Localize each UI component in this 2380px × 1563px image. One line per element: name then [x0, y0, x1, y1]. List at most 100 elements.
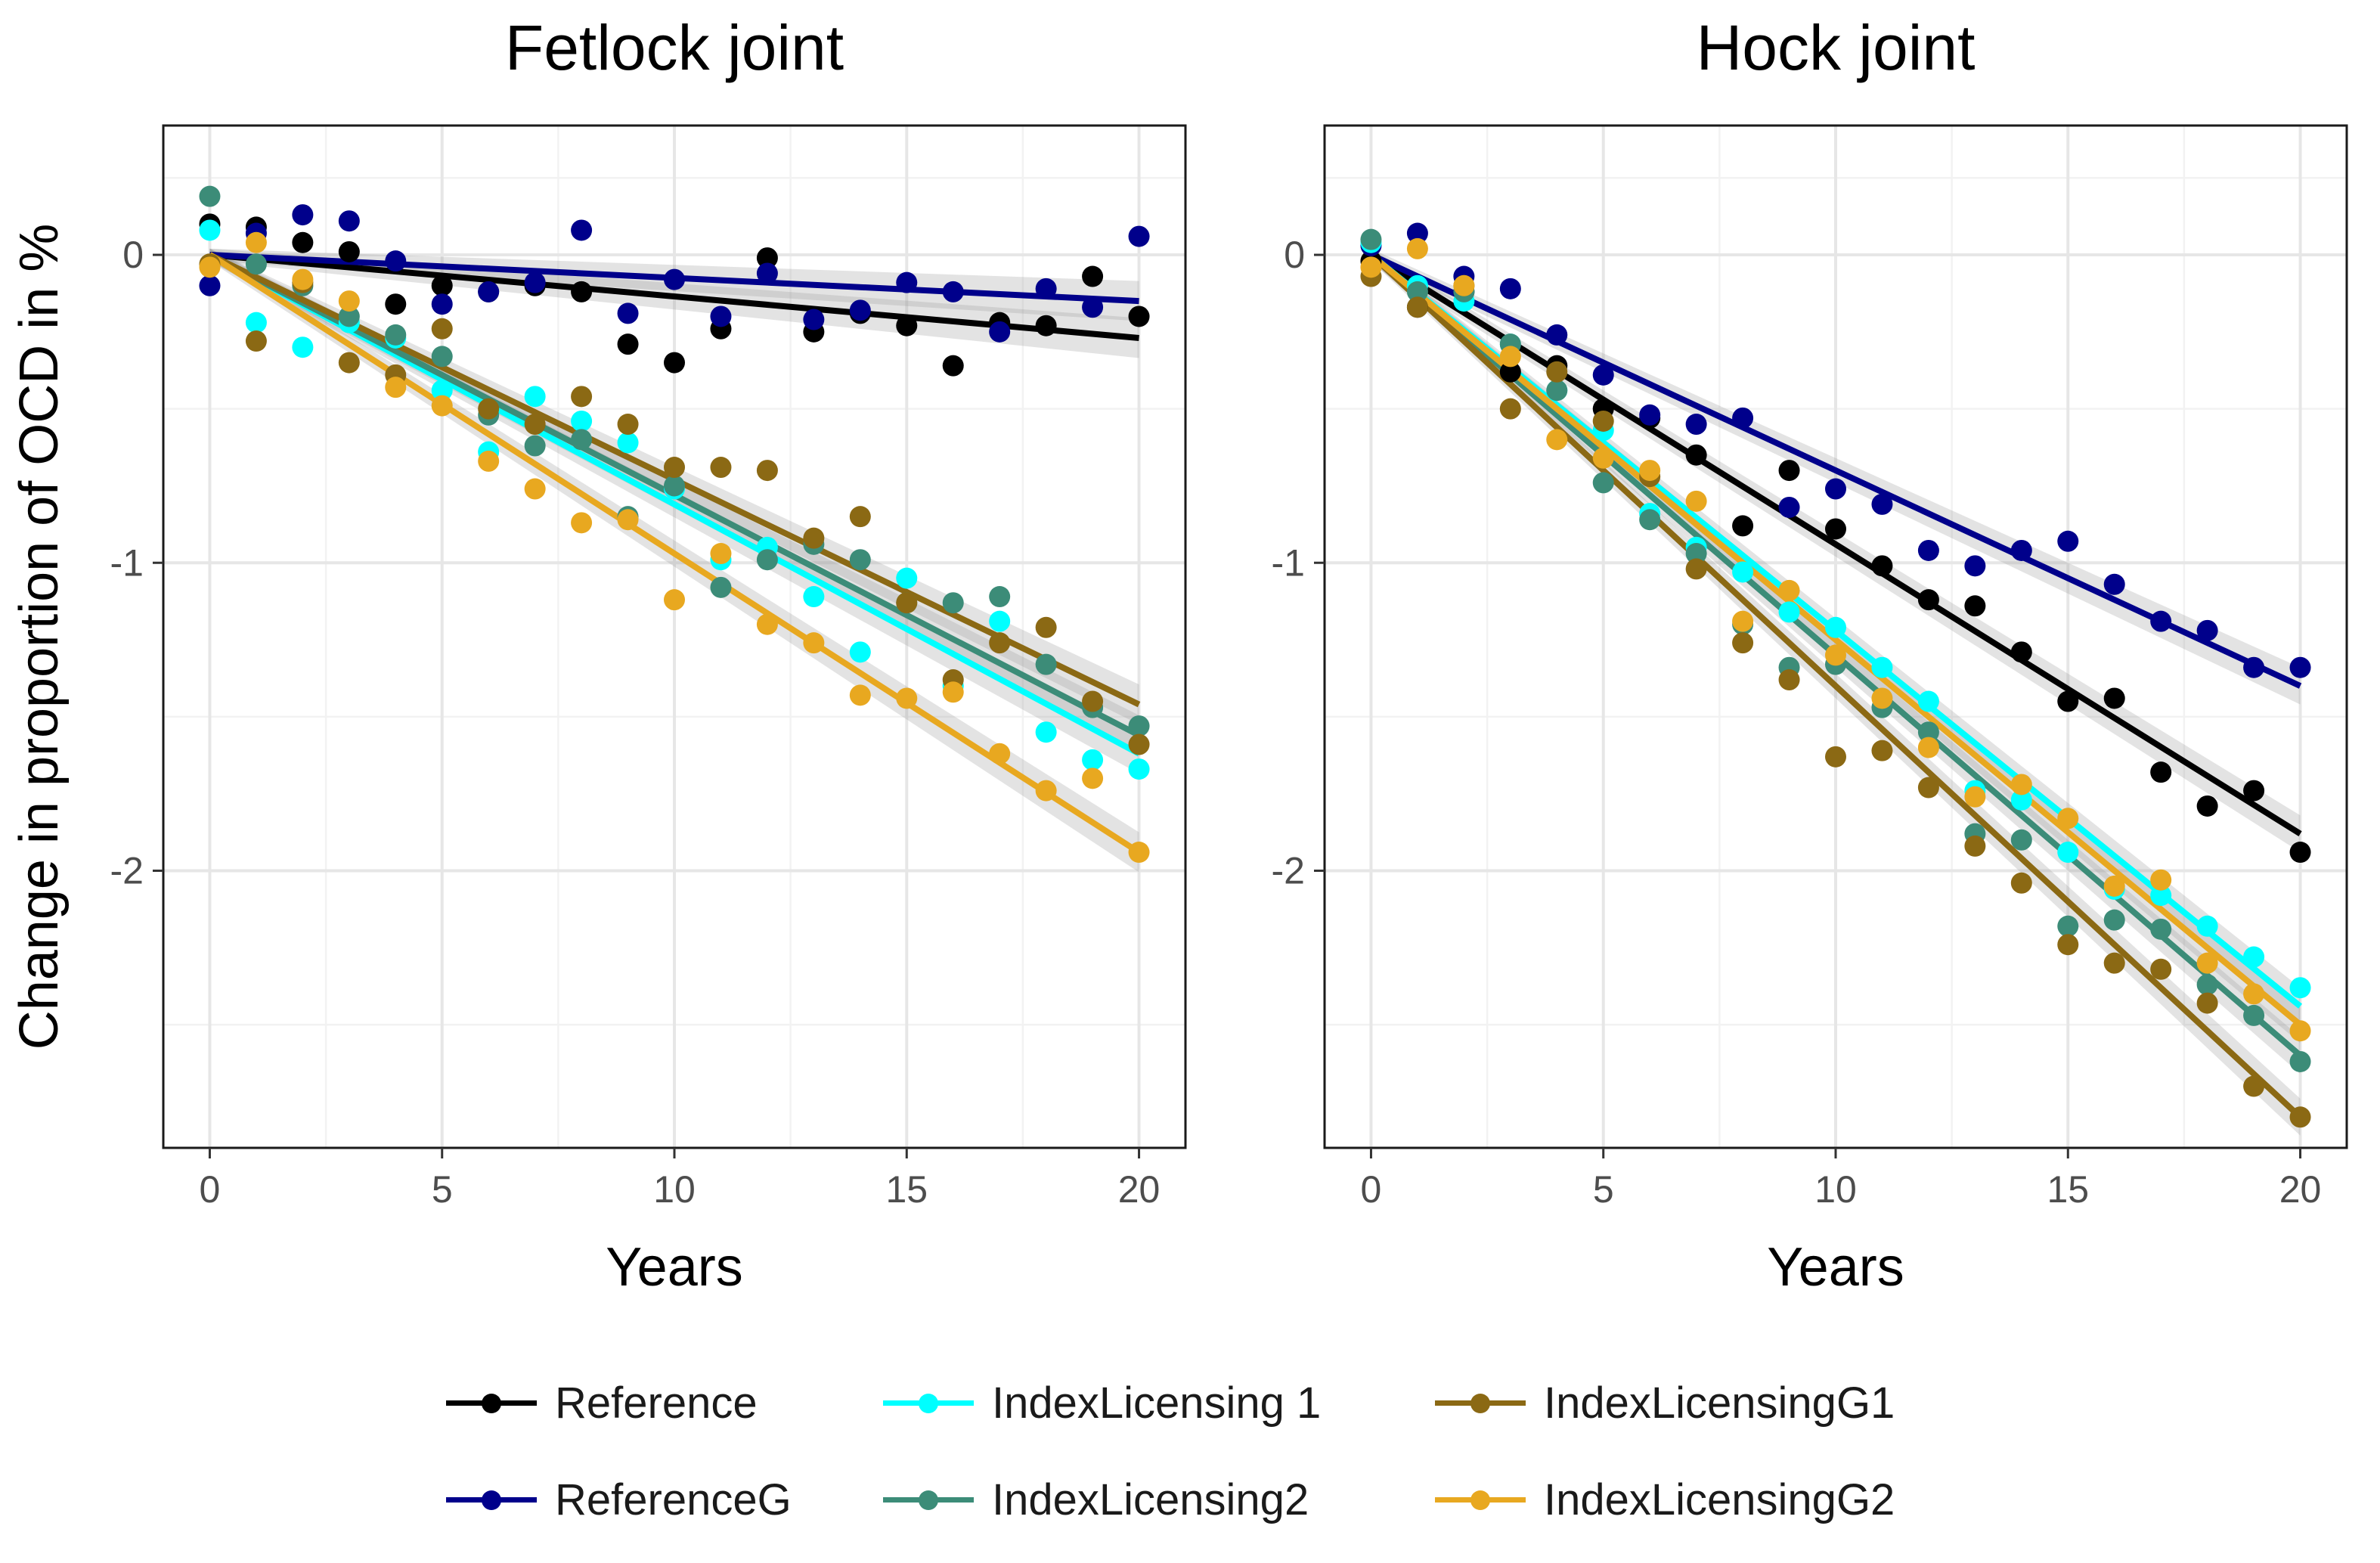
panel-2-trend-line-referenceg	[1369, 252, 2302, 689]
panel-1-point-reference	[1035, 315, 1057, 336]
panel-1-point-referenceg	[1035, 278, 1057, 299]
panel-2-point-reference	[1964, 595, 1986, 617]
panel-1-x-tick-label: 10	[653, 1168, 696, 1211]
panel-2-point-indexlicensing2	[1917, 721, 1939, 743]
panel-2-point-indexlicensingg1	[1778, 669, 1800, 691]
panel-2-point-indexlicensingg2	[2289, 1020, 2311, 1042]
legend-key-indexlicensing-1	[875, 1376, 981, 1429]
panel-2-point-indexlicensingg1	[2196, 992, 2218, 1014]
panel-1-point-referenceg	[664, 268, 685, 290]
panel-1-point-referenceg	[338, 210, 360, 232]
legend-label-indexlicensingg1: IndexLicensingG1	[1544, 1378, 1895, 1428]
panel-1-point-indexlicensingg2	[756, 613, 778, 635]
panel-2-point-indexlicensingg2	[1732, 610, 1754, 632]
panel-1-point-indexlicensingg2	[1082, 768, 1104, 789]
panel-1-point-indexlicensing2	[1128, 715, 1150, 737]
panel-1-point-referenceg	[849, 299, 871, 321]
panel-1-point-indexlicensing2	[431, 346, 453, 367]
panel-1-y-tick-label: -2	[110, 849, 144, 892]
legend-label-reference: Reference	[555, 1378, 758, 1428]
panel-1-point-indexlicensing-1	[245, 312, 267, 333]
panel-1-point-indexlicensingg1	[710, 457, 732, 479]
panel-2-point-indexlicensing2	[1406, 281, 1428, 302]
panel-1-point-indexlicensing2	[245, 253, 267, 275]
panel-2-point-indexlicensingg1	[2243, 1075, 2265, 1097]
panel-1-point-indexlicensing-1	[571, 410, 593, 432]
panel-2-point-indexlicensingg1	[1685, 558, 1707, 580]
panel-1-point-indexlicensingg2	[1035, 780, 1057, 802]
panel-2-point-indexlicensingg2	[2196, 952, 2218, 974]
panel-2-trend-line-indexlicensingg2	[1368, 252, 2303, 1028]
panel-1-point-indexlicensingg2	[1128, 842, 1150, 864]
panel-2-point-indexlicensing2	[2010, 829, 2032, 851]
panel-2-point-indexlicensing-1	[2196, 915, 2218, 937]
panel-1-point-indexlicensingg2	[989, 743, 1011, 764]
panel-2-point-referenceg	[1871, 493, 1893, 515]
panel-1-point-referenceg	[1082, 296, 1104, 318]
panel-2-y-tick-label: -2	[1272, 849, 1305, 892]
panel-1-point-indexlicensing-1	[803, 586, 825, 608]
panel-2-point-reference	[1732, 515, 1754, 537]
panel-1-point-referenceg	[292, 204, 314, 226]
panel-2-point-indexlicensingg2	[2010, 774, 2032, 795]
panel-2-point-indexlicensing2	[2057, 915, 2079, 937]
panel-2-point-referenceg	[1778, 496, 1800, 518]
panel-1-point-reference	[617, 333, 639, 355]
panel-2-point-referenceg	[2243, 656, 2265, 678]
panel-2-point-referenceg	[2289, 656, 2311, 678]
panel-2-x-tick-label: 0	[1361, 1168, 1382, 1211]
panel-2-point-indexlicensingg2	[2243, 983, 2265, 1005]
panel-2-point-reference	[2103, 687, 2125, 709]
panel-1-point-indexlicensingg1	[1128, 733, 1150, 755]
panel-2-point-indexlicensingg2	[1360, 256, 1382, 278]
panel-1-point-reference	[338, 240, 360, 262]
legend: Reference ReferenceG IndexLicensing 1 In…	[439, 1376, 2026, 1550]
panel-2-point-indexlicensingg1	[1546, 361, 1568, 383]
legend-label-referenceg: ReferenceG	[555, 1475, 792, 1524]
panel-1-point-indexlicensingg2	[431, 395, 453, 417]
panel-1-point-indexlicensingg2	[803, 632, 825, 654]
panel-1-point-reference	[292, 231, 314, 253]
panel-2-point-referenceg	[2150, 610, 2172, 632]
panel-2-point-referenceg	[1499, 278, 1521, 299]
panel-1-point-indexlicensing-1	[1128, 758, 1150, 780]
panel-1-point-referenceg	[385, 250, 407, 272]
panel-1-point-indexlicensingg2	[478, 450, 500, 472]
panel-2-point-indexlicensingg1	[2103, 952, 2125, 974]
panel-2-point-referenceg	[1964, 555, 1986, 577]
panel-1-y-tick-label: 0	[122, 234, 144, 276]
panel-1-point-indexlicensingg1	[1035, 616, 1057, 638]
panel-2-point-indexlicensing2	[1592, 472, 1614, 494]
panel-1-x-tick-label: 5	[432, 1168, 453, 1211]
panel-2-point-indexlicensingg1	[1592, 410, 1614, 432]
panel-2-point-reference	[2196, 795, 2218, 817]
panel-2-point-reference	[1685, 444, 1707, 466]
panel-2-point-indexlicensing2	[2150, 918, 2172, 940]
panel-2-point-indexlicensing2	[2289, 1050, 2311, 1072]
panel-1-point-indexlicensingg2	[617, 509, 639, 531]
panel-2-point-indexlicensingg2	[2057, 808, 2079, 830]
panel-1-point-reference	[942, 355, 964, 377]
panel-2-group: 0 5 10 15 20 0 -1 -2 Hock joint Years	[1272, 12, 2348, 1298]
panel-2-point-referenceg	[1732, 407, 1754, 429]
panel-2-point-indexlicensing2	[1685, 543, 1707, 565]
panel-2-point-indexlicensingg2	[1917, 737, 1939, 758]
panel-1-point-indexlicensing2	[849, 549, 871, 571]
panel-1-y-tick-label: -1	[110, 541, 144, 584]
panel-1-point-referenceg	[571, 219, 593, 241]
panel-1-point-indexlicensingg1	[756, 460, 778, 482]
legend-item-indexlicensingg1: IndexLicensingG1	[1427, 1376, 1895, 1429]
panel-1-point-referenceg	[617, 302, 639, 324]
panel-1-point-indexlicensingg1	[803, 527, 825, 549]
panel-2-point-referenceg	[1546, 324, 1568, 346]
panel-2-title: Hock joint	[1697, 12, 1976, 83]
panel-1-point-indexlicensing-1	[617, 432, 639, 454]
panel-1-point-indexlicensingg1	[245, 330, 267, 352]
legend-key-reference	[439, 1376, 544, 1429]
panel-1-point-referenceg	[803, 309, 825, 330]
panel-2-point-indexlicensingg1	[1825, 746, 1846, 768]
panel-1-point-indexlicensingg2	[571, 512, 593, 534]
panel-2-x-tick-label: 5	[1593, 1168, 1614, 1211]
legend-label-indexlicensingg2: IndexLicensingG2	[1544, 1475, 1895, 1524]
